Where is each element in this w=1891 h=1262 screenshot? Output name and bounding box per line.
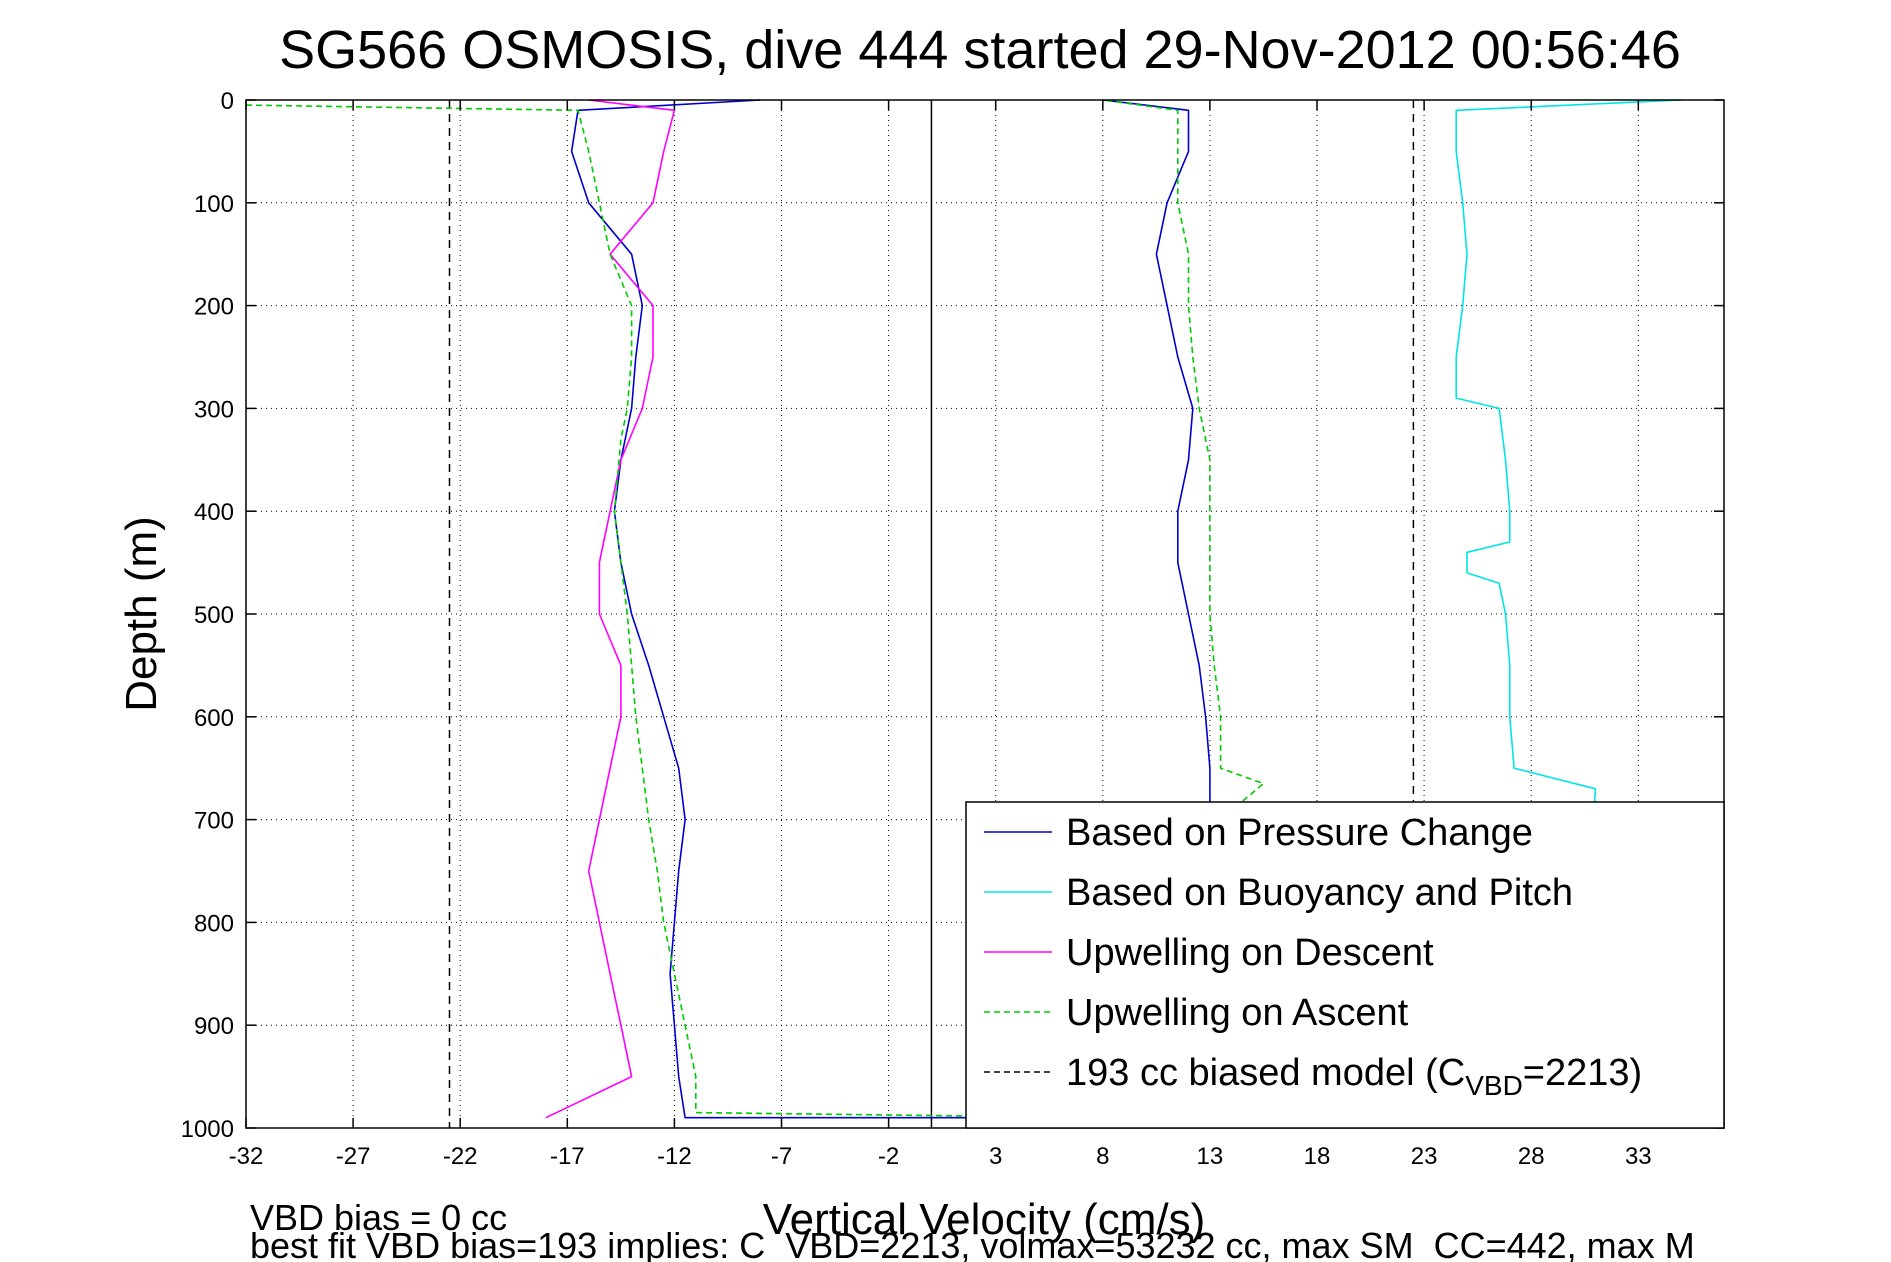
x-tick-label: 8 (1096, 1143, 1109, 1170)
legend-label-subscript: VBD (1465, 1070, 1523, 1101)
y-tick-label: 400 (194, 499, 234, 526)
legend-label-suffix: =2213) (1523, 1052, 1642, 1094)
y-axis: 0 100 200 300 400 500 600 700 800 900 1000 (181, 88, 1724, 1143)
chart-title: SG566 OSMOSIS, dive 444 started 29-Nov-2… (279, 20, 1681, 80)
y-axis-label: Depth (m) (117, 516, 166, 712)
x-tick-label: -22 (443, 1143, 478, 1170)
x-tick-label: -2 (878, 1143, 899, 1170)
footer-line-2: best fit VBD bias=193 implies: C_VBD=221… (250, 1225, 1695, 1262)
x-tick-label: 18 (1304, 1143, 1331, 1170)
legend-label: Based on Buoyancy and Pitch (1066, 872, 1573, 914)
x-tick-label: 28 (1518, 1143, 1545, 1170)
x-tick-label: 33 (1625, 1143, 1652, 1170)
legend: Based on Pressure Change Based on Buoyanc… (965, 801, 1725, 1129)
legend-box (965, 801, 1725, 1129)
data-series (245, 99, 1682, 1119)
series-upwelling-on-descent (545, 99, 676, 1119)
x-tick-label: -32 (229, 1143, 264, 1170)
y-tick-label: 600 (194, 705, 234, 732)
legend-label-text: 193 cc biased model (C (1066, 1052, 1465, 1094)
series-based-on-buoyancy-and-pitch (1455, 99, 1682, 1118)
x-axis-label: Vertical Velocity (cm/s) (763, 1195, 1206, 1244)
y-tick-label: 500 (194, 602, 234, 629)
legend-label-text: Upwelling on Descent (1066, 932, 1434, 974)
x-tick-label: 3 (989, 1143, 1002, 1170)
legend-label: Upwelling on Ascent (1066, 992, 1409, 1034)
y-tick-label: 800 (194, 910, 234, 937)
legend-label: 193 cc biased model (CVBD=2213) (1066, 1052, 1642, 1101)
x-tick-label: -17 (550, 1143, 585, 1170)
x-tick-label: 13 (1197, 1143, 1224, 1170)
y-tick-label: 700 (194, 808, 234, 835)
footer-line-1: VBD bias = 0 cc (250, 1197, 507, 1238)
x-tick-label: 23 (1411, 1143, 1438, 1170)
x-tick-label: -7 (771, 1143, 792, 1170)
y-tick-label: 200 (194, 294, 234, 321)
y-tick-label: 1000 (181, 1116, 234, 1143)
x-axis: -32 -27 -22 -17 -12 -7 -2 3 8 13 18 23 28 33 (229, 100, 1652, 1170)
legend-label-text: Based on Buoyancy and Pitch (1066, 872, 1573, 914)
series-based-on-pressure-change (570, 99, 1211, 1119)
legend-label: Upwelling on Descent (1066, 932, 1434, 974)
legend-label-text: Upwelling on Ascent (1066, 992, 1409, 1034)
y-tick-label: 300 (194, 396, 234, 423)
y-tick-label: 100 (194, 191, 234, 218)
legend-label-text: Based on Pressure Change (1066, 812, 1533, 854)
x-tick-label: -12 (657, 1143, 692, 1170)
y-tick-label: 900 (194, 1013, 234, 1040)
legend-label: Based on Pressure Change (1066, 812, 1533, 854)
y-tick-label: 0 (221, 88, 234, 115)
x-tick-label: -27 (336, 1143, 371, 1170)
